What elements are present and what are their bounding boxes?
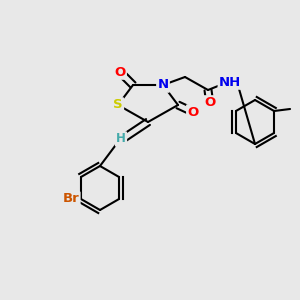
Text: N: N <box>158 79 169 92</box>
Text: Br: Br <box>63 193 79 206</box>
Text: S: S <box>113 98 123 112</box>
Text: O: O <box>188 106 199 118</box>
Text: NH: NH <box>219 76 241 88</box>
Text: H: H <box>116 133 126 146</box>
Text: O: O <box>114 65 126 79</box>
Text: O: O <box>204 97 216 110</box>
